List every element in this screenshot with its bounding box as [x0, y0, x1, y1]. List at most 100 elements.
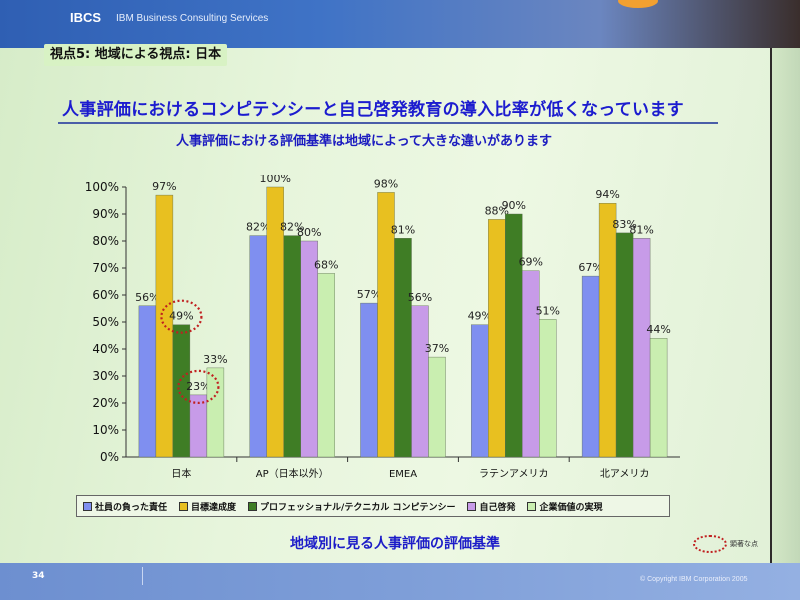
adjacent-slide-edge: [770, 48, 800, 568]
bar: [522, 270, 540, 458]
x-tick-label: 北アメリカ: [600, 468, 650, 480]
bar: [249, 235, 267, 458]
legend-label: 社員の負った責任: [95, 502, 168, 513]
data-label: 81%: [629, 223, 653, 236]
dotted-circle-icon: [693, 535, 727, 553]
bar: [411, 305, 429, 458]
legend-swatch: [527, 501, 537, 511]
legend-item: 目標達成度: [179, 500, 236, 513]
breadcrumb: 視点5: 地域による視点: 日本: [44, 44, 228, 66]
bar: [632, 238, 651, 458]
legend-label: 自己啓発: [479, 502, 516, 513]
x-tick-label: 日本: [171, 467, 191, 480]
bar: [471, 324, 489, 458]
x-tick-label: ラテンアメリカ: [479, 468, 549, 480]
highlight-ring: [160, 299, 203, 334]
legend-swatch: [248, 501, 258, 511]
brand-name: IBM Business Consulting Services: [116, 13, 269, 24]
bar: [189, 394, 208, 458]
data-label: 90%: [502, 199, 526, 212]
footer-divider: [142, 567, 143, 585]
bar: [360, 302, 378, 458]
data-label: 49%: [169, 310, 193, 323]
y-tick-label: 90%: [92, 207, 119, 221]
bar: [581, 275, 600, 458]
page-number: 34: [32, 571, 45, 581]
data-label: 51%: [536, 304, 560, 317]
bar: [300, 240, 318, 458]
copyright: © Copyright IBM Corporation 2005: [640, 576, 748, 583]
brand-logo: IBCS: [70, 10, 102, 25]
data-label: 81%: [391, 223, 415, 236]
legend-swatch: [467, 501, 477, 511]
y-tick-label: 100%: [85, 180, 119, 194]
y-tick-label: 40%: [92, 342, 119, 356]
data-label: 98%: [374, 177, 398, 190]
footer-bar: [0, 563, 800, 600]
bar-chart: 0% 10% 20% 30% 40% 50% 60% 70% 80% 90% 100% 日本 56% 97…: [85, 175, 680, 480]
legend-item: 社員の負った責任: [83, 500, 167, 513]
page-title: 人事評価におけるコンピテンシーと自己啓発教育の導入比率が低くなっています: [62, 100, 684, 120]
header-bar: IBCS IBM Business Consulting Services: [0, 0, 800, 48]
data-label: 97%: [152, 180, 176, 193]
legend-swatch: [83, 501, 92, 511]
legend-swatch: [179, 501, 189, 511]
y-tick-label: 30%: [92, 369, 119, 383]
y-tick-label: 10%: [92, 423, 119, 437]
bar: [615, 232, 634, 458]
bar: [138, 305, 157, 458]
data-label: 33%: [203, 353, 227, 366]
y-tick-label: 80%: [92, 234, 119, 248]
y-tick-label: 0%: [100, 450, 119, 464]
data-label: 44%: [646, 323, 670, 336]
data-label: 88%: [485, 204, 509, 217]
bar: [172, 324, 191, 458]
data-label: 94%: [595, 188, 619, 201]
highlight-key-label: 顕著な点: [730, 540, 758, 548]
data-label: 37%: [425, 342, 449, 355]
bar: [428, 356, 446, 458]
data-label: 49%: [468, 310, 492, 323]
legend-item: プロフェッショナル/テクニカル コンピテンシー: [248, 500, 455, 513]
y-tick-label: 20%: [92, 396, 119, 410]
bar: [317, 273, 335, 458]
data-label: 80%: [297, 226, 321, 239]
data-label: 56%: [135, 291, 159, 304]
chart-subtitle: 人事評価における評価基準は地域によって大きな違いがあります: [176, 134, 552, 149]
bar: [539, 319, 557, 458]
title-underline: [58, 122, 718, 124]
legend-label: 企業価値の実現: [539, 502, 603, 513]
data-label: 57%: [357, 288, 381, 301]
y-tick-label: 50%: [92, 315, 119, 329]
data-label: 82%: [280, 221, 304, 234]
bar: [206, 367, 225, 458]
x-tick-label: EMEA: [389, 469, 417, 480]
highlight-key: 顕著な点: [693, 535, 758, 553]
bar: [488, 219, 506, 458]
legend-label: 目標達成度: [191, 502, 237, 513]
legend-item: 自己啓発: [467, 500, 515, 513]
footer-title: 地域別に見る人事評価の評価基準: [290, 536, 500, 552]
data-label: 100%: [259, 175, 290, 185]
bar: [649, 337, 668, 458]
bar: [394, 238, 412, 458]
x-tick-label: AP（日本以外）: [256, 467, 329, 480]
light-glare: [618, 0, 658, 8]
data-label: 68%: [314, 258, 338, 271]
chart-legend: 社員の負った責任 目標達成度 プロフェッショナル/テクニカル コンピテンシー 自己啓発…: [76, 495, 670, 517]
data-label: 83%: [612, 218, 636, 231]
highlight-ring: [177, 369, 220, 404]
data-label: 69%: [519, 256, 543, 269]
data-label: 23%: [186, 380, 210, 393]
data-label: 82%: [246, 221, 270, 234]
data-label: 67%: [578, 261, 602, 274]
y-tick-label: 70%: [92, 261, 119, 275]
bar: [598, 203, 617, 458]
legend-label: プロフェッショナル/テクニカル コンピテンシー: [260, 502, 456, 513]
bar: [505, 213, 523, 458]
bar: [283, 235, 301, 458]
y-tick-label: 60%: [92, 288, 119, 302]
legend-item: 企業価値の実現: [527, 500, 602, 513]
data-label: 56%: [408, 291, 432, 304]
